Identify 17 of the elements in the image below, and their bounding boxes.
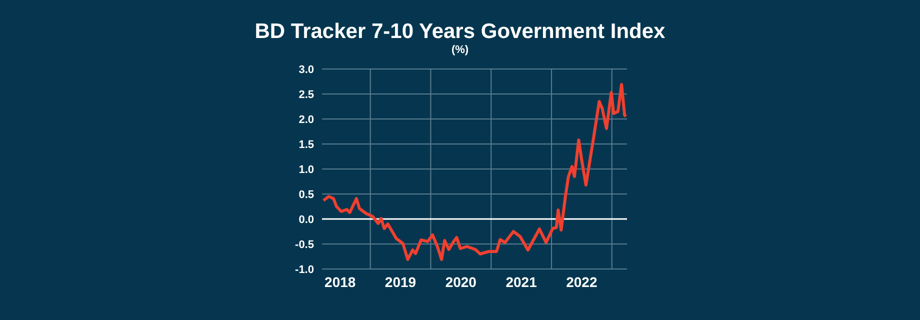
chart-title: BD Tracker 7-10 Years Government Index (254, 20, 666, 44)
y-tick-label: -1.0 (295, 264, 314, 276)
y-tick-label: 2.0 (298, 114, 314, 126)
y-tick-label: 2.5 (298, 88, 314, 101)
line-series (322, 83, 627, 261)
x-tick-label: 2019 (384, 274, 416, 290)
x-tick-label: 2018 (324, 274, 356, 290)
y-tick-label: -0.5 (295, 238, 314, 251)
x-tick-label: 2021 (506, 274, 538, 290)
x-tick-label: 2022 (566, 274, 598, 290)
chart-subtitle: (%) (450, 44, 470, 56)
y-tick-label: 3.0 (298, 64, 314, 76)
y-tick-label: 1.5 (298, 138, 314, 151)
y-tick-label: 0.5 (298, 188, 314, 201)
y-tick-label: 1.0 (298, 164, 314, 176)
x-tick-label: 2020 (445, 274, 477, 290)
y-tick-label: 0.0 (298, 214, 314, 226)
